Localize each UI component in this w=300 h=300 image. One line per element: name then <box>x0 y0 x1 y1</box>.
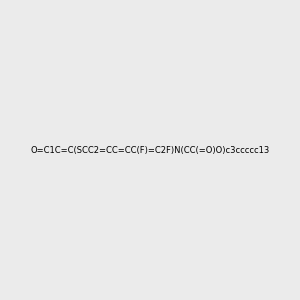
Text: O=C1C=C(SCC2=CC=CC(F)=C2F)N(CC(=O)O)c3ccccc13: O=C1C=C(SCC2=CC=CC(F)=C2F)N(CC(=O)O)c3cc… <box>30 146 270 154</box>
